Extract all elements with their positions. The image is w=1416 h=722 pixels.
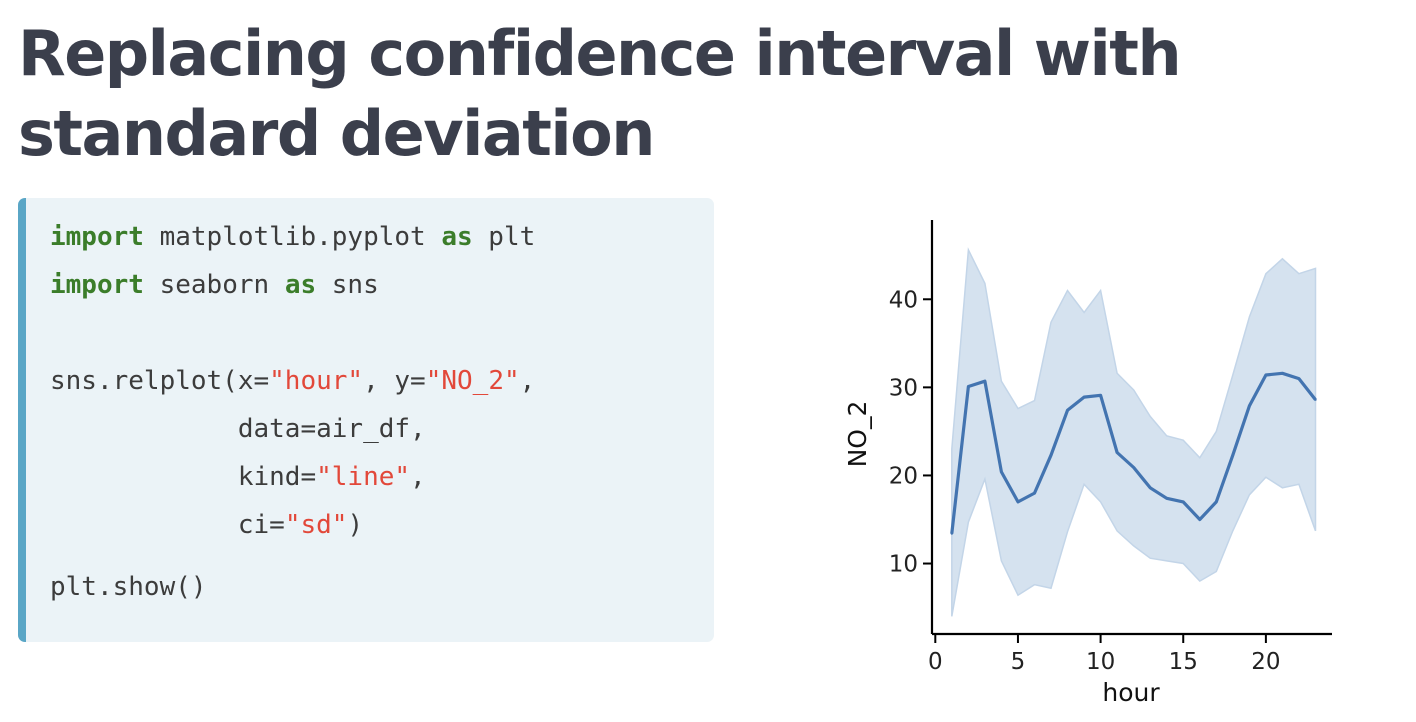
data-point	[1049, 453, 1053, 457]
x-axis: 0 5 10 15 20 hour	[928, 632, 1332, 707]
code-string: "hour"	[269, 366, 364, 396]
data-point	[1297, 377, 1301, 380]
code-text: sns	[316, 270, 379, 300]
y-tick-label: 30	[889, 375, 918, 401]
code-line: ci="sd")	[50, 510, 363, 540]
y-tick-label: 40	[889, 287, 918, 313]
data-point	[1066, 409, 1069, 412]
code-line: kind="line",	[50, 462, 426, 492]
y-axis: 10 20 30 40 NO_2	[843, 220, 934, 634]
code-text: ,	[410, 462, 426, 492]
data-point	[1099, 394, 1102, 397]
y-tick-label: 20	[889, 463, 918, 489]
data-point	[1314, 398, 1317, 401]
code-text: matplotlib.pyplot	[143, 222, 442, 252]
code-line: plt.show()	[50, 572, 207, 602]
data-point	[950, 532, 954, 535]
x-tick-label: 15	[1169, 649, 1198, 675]
code-line: import seaborn as sns	[50, 270, 379, 300]
data-point	[1198, 518, 1201, 521]
x-tick-label: 10	[1086, 649, 1115, 675]
code-text: )	[347, 510, 364, 540]
x-axis-title: hour	[1102, 678, 1160, 707]
y-tick-label: 10	[889, 552, 918, 578]
chart-svg: 0 5 10 15 20 hour 10 20 30 40 NO_2	[843, 220, 1332, 707]
code-text: plt.show()	[50, 572, 207, 602]
code-text: plt	[472, 222, 536, 252]
sd-band	[951, 247, 1317, 617]
data-point	[1132, 466, 1135, 469]
data-point	[1264, 373, 1268, 377]
code-text: data=air_df,	[50, 414, 426, 444]
data-point	[967, 385, 970, 388]
code-block: import matplotlib.pyplot as plt import s…	[18, 198, 714, 642]
line-chart: 0 5 10 15 20 hour 10 20 30 40 NO_2	[830, 205, 1350, 720]
x-tick-label: 20	[1251, 649, 1280, 675]
code-line: import matplotlib.pyplot as plt	[50, 222, 535, 252]
plot-area	[950, 247, 1317, 617]
code-line: sns.relplot(x="hour", y="NO_2",	[50, 366, 535, 396]
data-point	[1248, 404, 1251, 408]
data-point	[1033, 491, 1036, 495]
code-text: kind=	[50, 462, 317, 492]
data-point	[983, 379, 987, 383]
data-point	[1115, 451, 1119, 454]
code-keyword: as	[284, 270, 317, 300]
data-point	[1182, 500, 1185, 504]
code-line: data=air_df,	[50, 414, 426, 444]
x-tick-label: 5	[1011, 649, 1026, 675]
x-tick-label: 0	[928, 649, 943, 675]
code-string: "NO_2"	[425, 366, 520, 396]
y-axis-title: NO_2	[843, 401, 872, 468]
data-point	[1231, 453, 1235, 457]
data-point	[1082, 395, 1086, 399]
data-point	[1000, 470, 1003, 474]
code-string: "sd"	[284, 510, 348, 540]
data-point	[1165, 497, 1168, 500]
code-text: sns.relplot(x=	[50, 366, 270, 396]
code-string: "line"	[316, 462, 411, 492]
data-point	[1281, 372, 1284, 375]
data-point	[1148, 486, 1152, 489]
code-keyword: import	[50, 222, 144, 252]
code-keyword: import	[50, 270, 144, 300]
data-point	[1215, 500, 1218, 504]
code-keyword: as	[441, 222, 473, 252]
code-text: , y=	[363, 366, 426, 396]
data-point	[1016, 500, 1020, 504]
code-text: seaborn	[143, 270, 285, 300]
code-text: ci=	[50, 510, 285, 540]
slide-title: Replacing confidence interval with stand…	[18, 17, 1182, 170]
code-text: ,	[519, 366, 536, 396]
